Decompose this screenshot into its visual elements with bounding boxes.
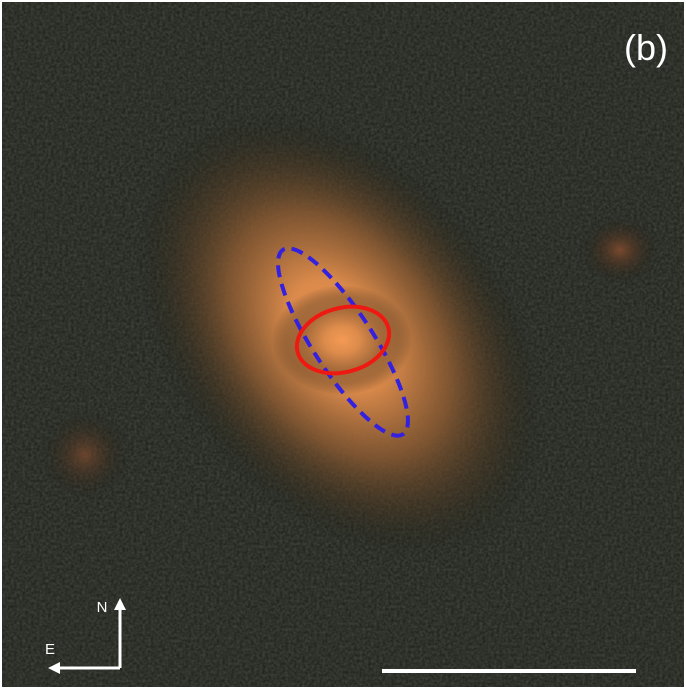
panel-label: (b): [624, 27, 668, 68]
galaxy-core: [272, 285, 412, 395]
sky-image: (b) N E: [0, 0, 686, 689]
east-label: E: [45, 641, 55, 658]
page: (b) N E (() => { const data = JSON.parse…: [0, 0, 686, 689]
north-label: N: [97, 599, 108, 616]
companion-blob: [40, 410, 130, 500]
companion-blob: [580, 215, 660, 285]
